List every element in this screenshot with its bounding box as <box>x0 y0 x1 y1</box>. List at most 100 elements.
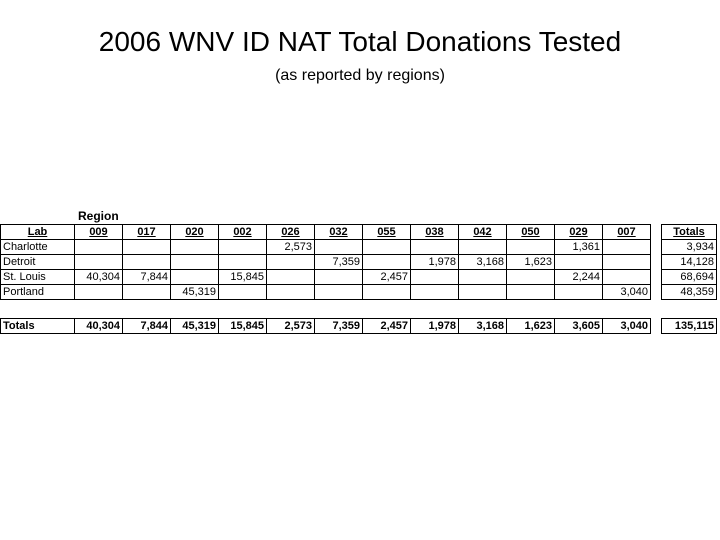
table-row: Charlotte 2,573 1,361 <box>0 239 651 255</box>
column-total: 40,304 <box>74 318 123 334</box>
column-total: 3,040 <box>602 318 651 334</box>
data-cell <box>74 254 123 270</box>
data-cell <box>602 254 651 270</box>
data-cell <box>266 269 315 285</box>
page-title: 2006 WNV ID NAT Total Donations Tested <box>98 26 622 57</box>
row-total: 3,934 <box>661 239 717 255</box>
column-total: 45,319 <box>170 318 219 334</box>
data-cell <box>602 239 651 255</box>
totals-header-row: Totals <box>661 224 717 240</box>
data-cell <box>410 239 459 255</box>
totals-column-row: 48,359 <box>661 284 717 300</box>
donations-table: Lab 009 017 020 002 026 032 055 038 042 050 029 007 C… <box>0 224 651 300</box>
data-cell <box>506 269 555 285</box>
data-cell: 1,361 <box>554 239 603 255</box>
region-label: Region <box>78 209 119 223</box>
region-header-020: 020 <box>170 224 219 240</box>
data-cell <box>458 269 507 285</box>
lab-name: Detroit <box>0 254 75 270</box>
data-cell: 7,844 <box>122 269 171 285</box>
data-cell <box>410 284 459 300</box>
data-cell <box>122 254 171 270</box>
region-header-029: 029 <box>554 224 603 240</box>
data-cell <box>362 239 411 255</box>
data-cell <box>218 254 267 270</box>
data-cell: 2,244 <box>554 269 603 285</box>
region-header-055: 055 <box>362 224 411 240</box>
data-cell: 7,359 <box>314 254 363 270</box>
column-total: 7,844 <box>122 318 171 334</box>
lab-header: Lab <box>0 224 75 240</box>
totals-column-row: 14,128 <box>661 254 717 270</box>
column-total: 15,845 <box>218 318 267 334</box>
header-row: Lab 009 017 020 002 026 032 055 038 042 050 029 007 <box>0 224 651 240</box>
column-total: 1,623 <box>506 318 555 334</box>
totals-column-row: 3,934 <box>661 239 717 255</box>
column-total: 2,573 <box>266 318 315 334</box>
data-cell: 2,457 <box>362 269 411 285</box>
data-cell <box>122 284 171 300</box>
column-total: 3,605 <box>554 318 603 334</box>
data-cell <box>170 269 219 285</box>
data-cell <box>74 284 123 300</box>
data-cell: 40,304 <box>74 269 123 285</box>
data-cell <box>410 269 459 285</box>
column-total: 2,457 <box>362 318 411 334</box>
column-total: 7,359 <box>314 318 363 334</box>
data-cell <box>554 284 603 300</box>
data-cell <box>314 269 363 285</box>
region-header-007: 007 <box>602 224 651 240</box>
data-cell: 1,623 <box>506 254 555 270</box>
data-cell: 45,319 <box>170 284 219 300</box>
data-cell <box>458 284 507 300</box>
region-header-050: 050 <box>506 224 555 240</box>
region-header-017: 017 <box>122 224 171 240</box>
column-total: 3,168 <box>458 318 507 334</box>
totals-header: Totals <box>661 224 717 240</box>
region-header-002: 002 <box>218 224 267 240</box>
data-cell <box>506 239 555 255</box>
region-header-032: 032 <box>314 224 363 240</box>
totals-label: Totals <box>0 318 75 334</box>
data-cell: 1,978 <box>410 254 459 270</box>
row-total: 14,128 <box>661 254 717 270</box>
region-header-042: 042 <box>458 224 507 240</box>
region-header-026: 026 <box>266 224 315 240</box>
data-cell <box>170 239 219 255</box>
data-cell <box>362 284 411 300</box>
row-total: 68,694 <box>661 269 717 285</box>
grand-total-cell: 135,115 <box>661 318 717 334</box>
data-cell <box>602 269 651 285</box>
table-row: St. Louis 40,304 7,844 15,845 2,457 2,244 <box>0 269 651 285</box>
data-cell <box>218 239 267 255</box>
page-subtitle: (as reported by regions) <box>275 67 445 84</box>
data-cell <box>362 254 411 270</box>
data-cell <box>506 284 555 300</box>
region-header-009: 009 <box>74 224 123 240</box>
grand-total-value: 135,115 <box>661 318 717 334</box>
data-cell <box>170 254 219 270</box>
lab-name: St. Louis <box>0 269 75 285</box>
lab-name: Charlotte <box>0 239 75 255</box>
data-cell <box>74 239 123 255</box>
data-cell <box>218 284 267 300</box>
data-cell: 3,040 <box>602 284 651 300</box>
data-cell: 15,845 <box>218 269 267 285</box>
totals-column: Totals 3,934 14,128 68,694 48,359 <box>661 224 717 300</box>
column-total: 1,978 <box>410 318 459 334</box>
table-row: Portland 45,319 3,040 <box>0 284 651 300</box>
data-cell <box>554 254 603 270</box>
region-header-038: 038 <box>410 224 459 240</box>
totals-row: Totals 40,304 7,844 45,319 15,845 2,573 7,359 2… <box>0 318 651 334</box>
data-cell <box>266 254 315 270</box>
data-cell <box>458 239 507 255</box>
data-cell <box>122 239 171 255</box>
data-cell <box>314 239 363 255</box>
lab-name: Portland <box>0 284 75 300</box>
data-cell <box>314 284 363 300</box>
data-cell: 3,168 <box>458 254 507 270</box>
row-total: 48,359 <box>661 284 717 300</box>
data-cell: 2,573 <box>266 239 315 255</box>
table-row: Detroit 7,359 1,978 3,168 1,623 <box>0 254 651 270</box>
data-cell <box>266 284 315 300</box>
